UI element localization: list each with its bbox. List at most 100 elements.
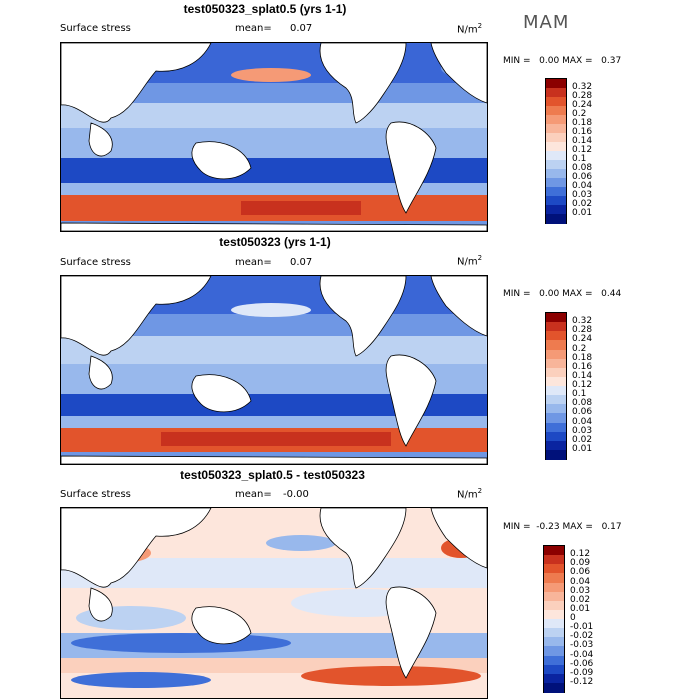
- colorbar-swatch: [545, 367, 567, 378]
- panel-2-map: [60, 275, 488, 465]
- colorbar-tick-label: 0.2: [572, 343, 587, 354]
- panel-2-units: N/m2: [457, 254, 483, 268]
- colorbar-tick-label: -0.02: [570, 631, 594, 642]
- colorbar-swatch: [543, 619, 565, 629]
- colorbar-swatch: [545, 169, 567, 179]
- colorbar-tick-label: -0.09: [570, 667, 594, 678]
- panel-3-variable: Surface stress: [60, 489, 131, 500]
- colorbar-tick-label: 0.02: [570, 594, 591, 605]
- panel-1-colorbar: 0.32 0.28 0.24 0.2 0.18 0.16 0.14 0.12 0.1 0.08 0.…: [545, 78, 592, 224]
- panel-1-mean-label: mean=: [235, 23, 272, 34]
- colorbar-swatch: [543, 682, 565, 693]
- colorbar-tick-label: 0.01: [572, 208, 593, 218]
- colorbar-swatch: [545, 205, 567, 215]
- colorbar-swatch: [545, 449, 567, 460]
- colorbar-swatch: [545, 214, 567, 224]
- colorbar-tick-label: 0.18: [572, 352, 593, 363]
- colorbar-swatch: [545, 133, 567, 143]
- panel-2-colorbar: 0.32 0.28 0.24 0.2 0.18 0.16 0.14 0.12 0.1 0.08 0.…: [545, 312, 592, 460]
- colorbar-swatch: [545, 124, 567, 134]
- colorbar-tick-label: -0.04: [570, 649, 594, 660]
- colorbar-tick-label: -0.01: [570, 622, 594, 633]
- colorbar-swatch: [543, 546, 565, 556]
- colorbar-tick-label: 0.08: [572, 163, 593, 173]
- colorbar-swatch: [545, 322, 567, 332]
- panel-3-mean-label: mean=: [235, 489, 272, 500]
- colorbar-swatch: [543, 646, 565, 656]
- colorbar-tick-label: 0.02: [572, 434, 593, 445]
- panel-1-title: test050323_splat0.5 (yrs 1-1): [183, 2, 347, 16]
- panel-1-mean-value: 0.07: [290, 23, 313, 34]
- colorbar-swatch: [545, 349, 567, 360]
- colorbar-swatch: [545, 88, 567, 98]
- colorbar-swatch: [543, 628, 565, 638]
- colorbar-tick-label: 0: [570, 613, 576, 623]
- colorbar-swatch: [545, 151, 567, 161]
- colorbar-tick-label: 0.28: [572, 91, 593, 101]
- panel-3-colorbar: 0.12 0.09 0.06 0.04 0.03 0.02 0.01 0 -0.01 -0.02-…: [543, 545, 593, 693]
- colorbar-tick-label: 0.01: [570, 603, 591, 614]
- colorbar-tick-label: 0.14: [572, 136, 593, 146]
- colorbar-tick-label: 0.32: [572, 82, 593, 92]
- colorbar-swatch: [545, 313, 567, 323]
- colorbar-swatch: [543, 555, 565, 565]
- colorbar-swatch: [545, 160, 567, 170]
- colorbar-swatch: [545, 115, 567, 125]
- colorbar-tick-label: 0.24: [572, 334, 593, 345]
- panel-2-minmax: MIN = 0.00 MAX = 0.44: [503, 289, 622, 299]
- panel-2-variable: Surface stress: [60, 257, 131, 268]
- colorbar-swatch: [545, 142, 567, 152]
- colorbar-tick-label: 0.16: [572, 361, 593, 372]
- colorbar-swatch: [545, 187, 567, 197]
- colorbar-tick-label: 0.01: [572, 443, 593, 454]
- colorbar-swatch: [543, 600, 565, 611]
- colorbar-tick-label: 0.18: [572, 118, 593, 128]
- colorbar-tick-label: -0.06: [570, 658, 594, 669]
- colorbar-tick-label: 0.04: [572, 181, 593, 191]
- colorbar-tick-label: -0.03: [570, 640, 594, 651]
- colorbar-swatch: [545, 79, 567, 89]
- panel-1-map-graphic: [61, 43, 487, 231]
- colorbar-swatch: [543, 591, 565, 602]
- colorbar-swatch: [545, 178, 567, 188]
- colorbar-tick-label: 0.12: [572, 145, 593, 155]
- colorbar-swatch: [545, 106, 567, 116]
- colorbar-tick-label: 0.1: [572, 389, 587, 400]
- colorbar-swatch: [545, 340, 567, 350]
- colorbar-swatch: [545, 413, 567, 423]
- colorbar-tick-label: 0.03: [570, 585, 591, 596]
- colorbar-swatch: [543, 655, 565, 666]
- colorbar-tick-label: 0.32: [572, 316, 593, 327]
- colorbar-swatch: [543, 609, 565, 620]
- panel-2-map-graphic: [61, 276, 487, 464]
- panel-3-map: [60, 507, 488, 699]
- colorbar-swatch: [545, 386, 567, 396]
- colorbar-swatch: [543, 673, 565, 684]
- colorbar-tick-label: 0.1: [572, 154, 587, 164]
- colorbar-swatch: [545, 376, 567, 387]
- panel-2-mean-label: mean=: [235, 257, 272, 268]
- colorbar-swatch: [545, 395, 567, 405]
- colorbar-tick-label: 0.03: [572, 190, 593, 200]
- colorbar-tick-label: 0.02: [572, 199, 593, 209]
- panel-1-variable: Surface stress: [60, 23, 131, 34]
- colorbar-swatch: [545, 358, 567, 369]
- colorbar-tick-label: 0.09: [570, 558, 591, 569]
- colorbar-tick-label: 0.04: [572, 416, 593, 427]
- panel-3-title: test050323_splat0.5 - test050323: [180, 468, 365, 482]
- panel-3-units: N/m2: [457, 487, 483, 501]
- panel-2-mean-value: 0.07: [290, 257, 313, 268]
- colorbar-tick-label: 0.06: [572, 407, 593, 418]
- colorbar-swatch: [545, 97, 567, 107]
- colorbar-tick-label: 0.2: [572, 109, 587, 119]
- colorbar-swatch: [545, 404, 567, 414]
- colorbar-swatch: [543, 573, 565, 583]
- colorbar-swatch: [545, 431, 567, 442]
- colorbar-swatch: [545, 440, 567, 451]
- colorbar-tick-label: 0.14: [572, 370, 593, 381]
- colorbar-tick-label: 0.12: [572, 380, 593, 390]
- colorbar-tick-label: 0.12: [570, 549, 591, 560]
- colorbar-tick-label: -0.12: [570, 676, 594, 687]
- colorbar-tick-label: 0.08: [572, 398, 593, 409]
- panel-1-units: N/m2: [457, 22, 483, 36]
